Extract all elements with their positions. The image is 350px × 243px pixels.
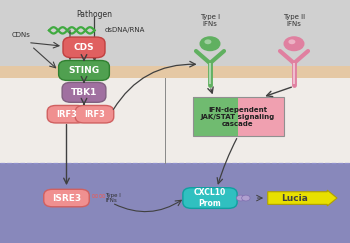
- FancyBboxPatch shape: [58, 61, 109, 80]
- Text: dsDNA/RNA: dsDNA/RNA: [105, 27, 145, 33]
- Bar: [0, 163, 350, 243]
- Text: IRF3: IRF3: [84, 110, 105, 119]
- Circle shape: [237, 195, 245, 201]
- FancyArrow shape: [268, 190, 337, 206]
- Bar: [0, 78, 350, 163]
- Text: TBK1: TBK1: [71, 88, 97, 97]
- FancyBboxPatch shape: [63, 37, 105, 58]
- Bar: [0, 0, 350, 66]
- Text: ∞∞: ∞∞: [91, 191, 107, 201]
- Bar: [193, 97, 284, 136]
- Circle shape: [241, 195, 250, 201]
- Text: Type I
IFNs: Type I IFNs: [200, 14, 220, 27]
- Circle shape: [200, 37, 220, 51]
- Text: Lucia: Lucia: [281, 193, 308, 203]
- Bar: [193, 97, 238, 136]
- FancyBboxPatch shape: [183, 188, 237, 208]
- Text: STING: STING: [69, 66, 99, 75]
- Text: Pathogen: Pathogen: [77, 10, 112, 19]
- Bar: [238, 97, 284, 136]
- Bar: [0, 66, 350, 78]
- Circle shape: [204, 39, 211, 44]
- Circle shape: [288, 39, 295, 44]
- FancyBboxPatch shape: [44, 189, 89, 207]
- Text: CDS: CDS: [74, 43, 94, 52]
- Text: ISRE3: ISRE3: [52, 193, 81, 203]
- Text: Type I
IFNs: Type I IFNs: [105, 193, 121, 203]
- Text: IRF3: IRF3: [56, 110, 77, 119]
- FancyBboxPatch shape: [47, 105, 86, 123]
- Text: Type II
IFNs: Type II IFNs: [283, 14, 305, 27]
- FancyBboxPatch shape: [62, 82, 106, 102]
- FancyBboxPatch shape: [75, 105, 114, 123]
- Text: CDNs: CDNs: [12, 32, 30, 38]
- Circle shape: [284, 37, 304, 51]
- Text: CXCL10
Prom: CXCL10 Prom: [194, 188, 226, 208]
- Text: IFN-dependent
JAK/STAT signaling
cascade: IFN-dependent JAK/STAT signaling cascade: [201, 107, 275, 127]
